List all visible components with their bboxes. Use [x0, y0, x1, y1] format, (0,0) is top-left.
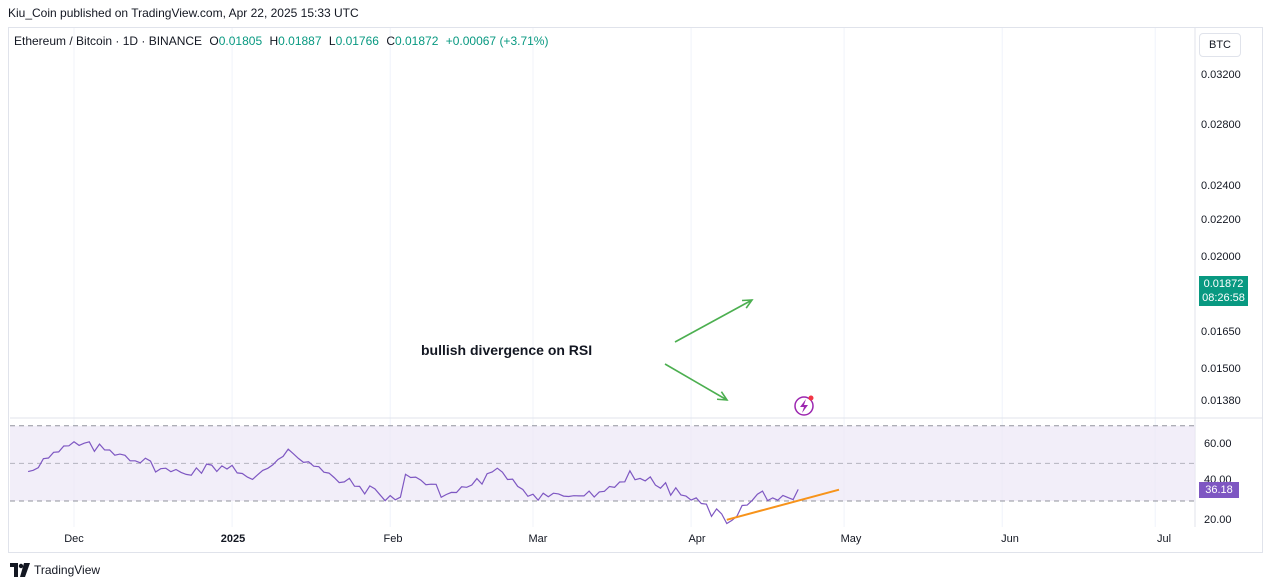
price-tick-label: 0.01380 [1201, 395, 1241, 407]
legend-change: +0.00067 (+3.71%) [445, 34, 549, 48]
rsi-divergence-line [726, 488, 840, 521]
event-icon-dot [808, 395, 814, 401]
time-tick-label: Jun [1001, 533, 1019, 545]
publish-line: Kiu_Coin published on TradingView.com, A… [8, 6, 359, 20]
footer-brand[interactable]: TradingView [10, 563, 100, 577]
price-tick-label: 0.01650 [1201, 326, 1241, 338]
last-price-label: 0.01872 08:26:58 [1199, 276, 1248, 306]
price-tick-label: 0.02400 [1201, 180, 1241, 192]
legend-low-value: 0.01766 [335, 34, 379, 48]
time-tick-label: Feb [383, 533, 403, 545]
time-tick-label: Jul [1156, 533, 1172, 545]
arrow-to-price-low-head [741, 299, 754, 309]
price-tick-label: 0.02000 [1201, 251, 1241, 263]
chart-frame [8, 27, 1263, 553]
footer-brand-text: TradingView [34, 563, 101, 577]
time-tick-label: 2025 [220, 533, 246, 545]
price-tick-label: 0.02200 [1201, 214, 1241, 226]
arrow-to-price-low [674, 299, 754, 343]
event-icon-bolt [800, 399, 808, 413]
legend-open-value: 0.01805 [218, 34, 263, 48]
time-tick-label: Dec [64, 533, 84, 545]
bar-countdown: 08:26:58 [1202, 292, 1245, 304]
legend-close-value: 0.01872 [394, 34, 439, 48]
event-lightning-icon [794, 395, 814, 416]
tradingview-logo-icon [10, 563, 30, 577]
price-tick-label: 0.03200 [1201, 69, 1241, 81]
rsi-group [27, 441, 840, 525]
legend-close-label: C [386, 34, 395, 48]
price-tick-label: 0.01500 [1201, 363, 1241, 375]
arrow-to-rsi-low-head [716, 391, 729, 401]
currency-button[interactable]: BTC [1199, 33, 1241, 57]
rsi-band-fill [10, 425, 1195, 501]
rsi-current-value: 36.18 [1199, 482, 1239, 498]
legend-open-label: O [209, 34, 219, 48]
rsi-line [27, 441, 799, 525]
arrow-to-price-low-shaft [674, 299, 753, 343]
rsi-tick-label: 20.00 [1204, 514, 1232, 526]
legend-low-label: L [328, 34, 336, 48]
last-price-value: 0.01872 [1203, 278, 1244, 290]
symbol-legend: Ethereum / Bitcoin · 1D · BINANCE O0.018… [14, 34, 548, 48]
price-tick-label: 0.02800 [1201, 119, 1241, 131]
time-tick-label: May [840, 533, 862, 545]
time-tick-label: Apr [688, 533, 706, 545]
legend-high-label: H [269, 34, 279, 48]
legend-high-value: 0.01887 [278, 34, 322, 48]
arrow-to-rsi-low [664, 363, 729, 401]
divergence-annotation[interactable]: bullish divergence on RSI [421, 342, 593, 358]
legend-symbol[interactable]: Ethereum / Bitcoin · 1D · BINANCE [14, 34, 203, 48]
arrow-to-rsi-low-shaft [664, 363, 728, 401]
time-tick-label: Mar [528, 533, 548, 545]
rsi-tick-label: 60.00 [1204, 438, 1232, 450]
